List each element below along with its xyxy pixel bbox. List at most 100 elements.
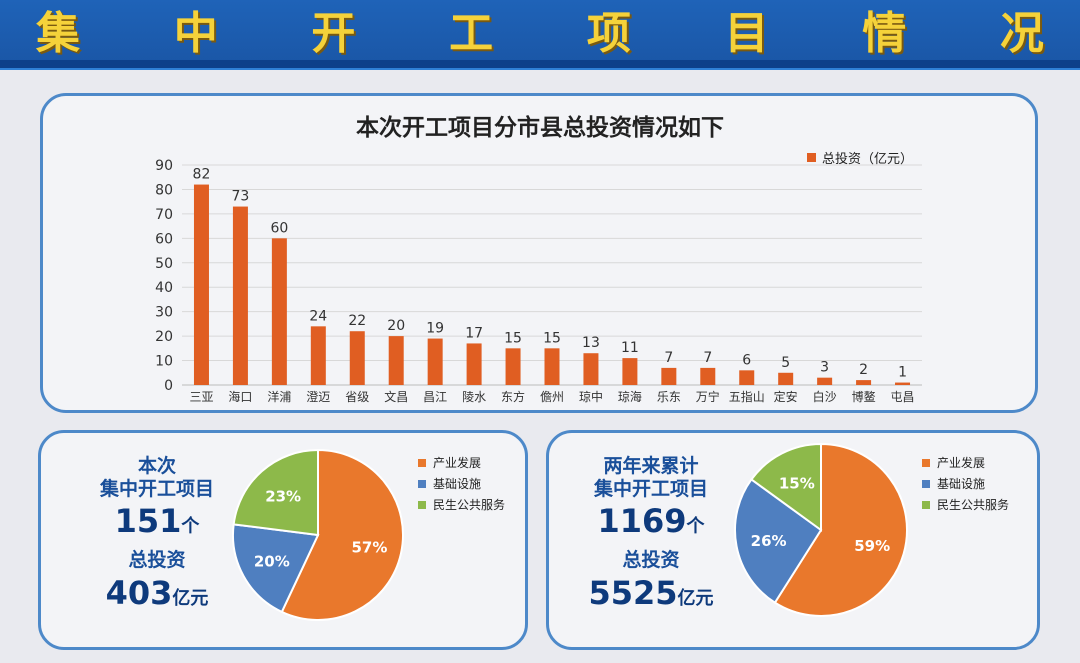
legend-item: 产业发展 <box>418 452 505 473</box>
investment-total: 403亿元 <box>72 573 242 619</box>
investment-total: 5525亿元 <box>566 573 736 619</box>
bar-value-label: 15 <box>504 330 522 346</box>
pie-legend-cumulative: 产业发展 基础设施 民生公共服务 <box>922 452 1009 515</box>
x-tick-label: 东方 <box>501 389 525 404</box>
banner-char: 情 <box>862 8 907 59</box>
bar-value-label: 11 <box>621 340 639 356</box>
legend-swatch <box>922 458 930 467</box>
bar <box>895 382 911 385</box>
legend-label: 基础设施 <box>937 477 986 491</box>
x-tick-label: 乐东 <box>657 390 681 404</box>
bar <box>583 353 599 385</box>
banner-char: 工 <box>449 8 494 59</box>
pie-value-label: 23% <box>265 487 301 505</box>
bar <box>778 372 794 385</box>
banner-char: 目 <box>724 8 769 59</box>
y-tick-label: 90 <box>155 158 173 174</box>
project-count: 151个 <box>72 501 242 547</box>
y-tick-label: 60 <box>155 231 173 247</box>
bar <box>505 348 521 385</box>
legend-item: 产业发展 <box>922 452 1009 473</box>
bar <box>193 184 209 385</box>
x-tick-label: 海口 <box>228 389 252 404</box>
current-stats: 本次 集中开工项目 151个 总投资 403亿元 <box>72 455 242 619</box>
cumulative-stats: 两年来累计 集中开工项目 1169个 总投资 5525亿元 <box>566 455 736 619</box>
y-tick-label: 80 <box>155 182 173 198</box>
banner-char: 况 <box>999 8 1044 59</box>
pie-value-label: 15% <box>779 474 815 492</box>
pie-legend-current: 产业发展 基础设施 民生公共服务 <box>418 452 505 515</box>
pie-value-label: 59% <box>854 537 890 555</box>
bar-value-label: 22 <box>348 313 366 329</box>
bar-value-label: 82 <box>193 167 211 183</box>
legend-label: 基础设施 <box>433 477 482 491</box>
legend-item: 基础设施 <box>418 473 505 494</box>
project-count-unit: 个 <box>181 516 200 537</box>
investment-value: 403 <box>105 574 173 612</box>
x-tick-label: 儋州 <box>540 390 564 404</box>
bar-value-label: 20 <box>387 318 405 334</box>
legend-label: 民生公共服务 <box>937 498 1010 512</box>
project-count-value: 151 <box>114 502 182 540</box>
bar-value-label: 13 <box>582 335 600 351</box>
bar <box>427 338 443 385</box>
pie-slice <box>773 442 908 617</box>
bar <box>271 238 287 385</box>
legend-item: 基础设施 <box>922 473 1009 494</box>
pie-value-label: 57% <box>351 538 387 556</box>
x-tick-label: 省级 <box>345 390 369 404</box>
investment-label: 总投资 <box>622 549 680 571</box>
bar-value-label: 19 <box>426 321 444 337</box>
investment-unit: 亿元 <box>172 588 209 609</box>
legend-label: 民生公共服务 <box>433 498 506 512</box>
y-tick-label: 70 <box>155 207 173 223</box>
x-tick-label: 万宁 <box>696 389 720 404</box>
legend-swatch <box>807 153 816 162</box>
x-tick-label: 三亚 <box>189 390 213 404</box>
bar <box>310 326 326 385</box>
x-tick-label: 五指山 <box>729 389 765 404</box>
project-count: 1169个 <box>566 501 736 547</box>
bar <box>622 358 638 385</box>
legend-swatch <box>418 479 426 488</box>
investment-label: 总投资 <box>128 549 186 571</box>
bar-value-label: 17 <box>465 325 483 341</box>
y-tick-label: 0 <box>164 378 173 394</box>
stats-heading-line1: 本次 <box>137 455 176 477</box>
banner-char: 中 <box>173 8 218 59</box>
pie-value-label: 26% <box>751 532 787 550</box>
legend-swatch <box>418 500 426 509</box>
bar-value-label: 7 <box>703 350 712 366</box>
x-tick-label: 博鳌 <box>852 389 876 404</box>
bar-value-label: 7 <box>664 350 673 366</box>
bar <box>466 343 482 385</box>
legend-item: 民生公共服务 <box>418 494 505 515</box>
y-tick-label: 10 <box>155 354 173 370</box>
bar-value-label: 1 <box>898 365 907 381</box>
stats-heading-line2: 集中开工项目 <box>99 478 214 500</box>
y-tick-label: 50 <box>155 256 173 272</box>
title-banner: 集 中 开 工 项 目 情 况 <box>0 0 1080 70</box>
bar-value-label: 2 <box>859 362 868 378</box>
x-tick-label: 琼中 <box>579 389 603 404</box>
stats-heading-line1: 两年来累计 <box>603 455 699 477</box>
x-tick-label: 屯昌 <box>891 390 915 404</box>
x-tick-label: 陵水 <box>462 390 486 404</box>
x-tick-label: 昌江 <box>423 390 447 404</box>
bar <box>661 367 677 385</box>
bar-value-label: 3 <box>820 360 829 376</box>
legend-swatch <box>418 458 426 467</box>
x-tick-label: 白沙 <box>813 389 837 404</box>
banner-char: 集 <box>36 8 80 59</box>
pie-slice <box>734 478 823 604</box>
investment-value: 5525 <box>588 574 678 612</box>
bar <box>817 377 833 385</box>
bar <box>544 348 560 385</box>
y-tick-label: 30 <box>155 305 173 321</box>
banner-title: 集 中 开 工 项 目 情 况 <box>0 4 1080 64</box>
bar-value-label: 60 <box>270 220 288 236</box>
bar-chart-legend: 总投资（亿元） <box>807 148 913 167</box>
stats-heading-line2: 集中开工项目 <box>593 478 708 500</box>
bar-value-label: 6 <box>742 352 751 368</box>
